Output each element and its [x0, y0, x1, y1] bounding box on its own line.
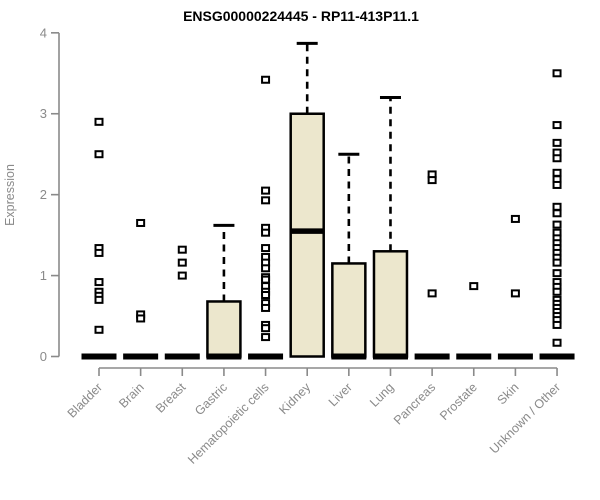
- outlier-point-bladder: [94, 150, 104, 159]
- outlier-point-breast: [177, 258, 187, 267]
- category-label-unknown-other: Unknown / Other: [487, 380, 563, 456]
- outlier-point-hematopoietic-cells: [261, 244, 271, 253]
- outlier-point-unknown-other: [552, 320, 562, 329]
- box-gastric: [206, 300, 242, 358]
- category-label-liver: Liver: [326, 380, 355, 409]
- outlier-point-unknown-other: [552, 154, 562, 163]
- outlier-point-pancreas: [427, 176, 437, 185]
- outlier-point-unknown-other: [552, 180, 562, 189]
- outlier-point-hematopoietic-cells: [261, 228, 271, 237]
- plot-area: 0 1 2 3 4 Bladder Brain Breast GastricHematopoie…: [40, 25, 575, 467]
- collapsed-box-bladder: [81, 353, 117, 360]
- outlier-point-skin: [510, 289, 520, 298]
- category-label-pancreas: Pancreas: [391, 380, 438, 427]
- collapsed-box-prostate: [456, 353, 492, 360]
- box-liver: [331, 262, 367, 358]
- median-lung: [372, 353, 408, 360]
- outlier-point-unknown-other: [552, 338, 562, 347]
- outlier-point-breast: [177, 271, 187, 280]
- collapsed-box-breast: [164, 353, 200, 360]
- outlier-point-unknown-other: [552, 209, 562, 218]
- outlier-point-brain: [136, 314, 146, 323]
- y-tick-label-4: 4: [40, 25, 47, 40]
- outlier-point-unknown-other: [552, 202, 562, 211]
- outlier-point-brain: [136, 218, 146, 227]
- category-label-skin: Skin: [494, 380, 521, 407]
- outlier-point-hematopoietic-cells: [261, 333, 271, 342]
- y-tick-label-1: 1: [40, 268, 47, 283]
- outlier-point-bladder: [94, 117, 104, 126]
- collapsed-box-skin: [497, 353, 533, 360]
- outlier-point-bladder: [94, 278, 104, 287]
- collapsed-box-hematopoietic-cells: [248, 353, 284, 360]
- outlier-point-hematopoietic-cells: [261, 75, 271, 84]
- box-lung: [372, 250, 409, 358]
- outlier-point-hematopoietic-cells: [261, 303, 271, 312]
- outlier-point-bladder: [94, 295, 104, 304]
- category-label-bladder: Bladder: [65, 380, 105, 420]
- outlier-point-unknown-other: [552, 69, 562, 78]
- category-label-kidney: Kidney: [276, 380, 313, 417]
- category-label-brain: Brain: [116, 380, 147, 411]
- outlier-point-unknown-other: [552, 258, 562, 267]
- collapsed-box-unknown-other: [539, 353, 575, 360]
- outlier-point-hematopoietic-cells: [261, 291, 271, 300]
- y-tick-label-2: 2: [40, 187, 47, 202]
- category-label-gastric: Gastric: [192, 380, 230, 418]
- collapsed-box-brain: [123, 353, 159, 360]
- outlier-point-unknown-other: [552, 121, 562, 130]
- category-label-breast: Breast: [153, 380, 189, 416]
- outlier-point-unknown-other: [552, 269, 562, 278]
- outlier-point-hematopoietic-cells: [261, 186, 271, 195]
- outlier-point-unknown-other: [552, 138, 562, 147]
- box-kidney: [289, 112, 325, 358]
- category-label-prostate: Prostate: [437, 380, 480, 423]
- outlier-point-hematopoietic-cells: [261, 324, 271, 333]
- y-tick-label-0: 0: [40, 349, 47, 364]
- outlier-point-bladder: [94, 325, 104, 334]
- y-axis-title: Expression: [3, 164, 17, 226]
- median-liver: [331, 353, 367, 360]
- outlier-point-bladder: [94, 248, 104, 257]
- chart-title: ENSG00000224445 - RP11-413P11.1: [183, 8, 419, 24]
- collapsed-box-pancreas: [414, 353, 450, 360]
- y-tick-label-3: 3: [40, 106, 47, 121]
- outlier-point-hematopoietic-cells: [261, 264, 271, 273]
- outlier-point-pancreas: [427, 289, 437, 298]
- median-gastric: [206, 353, 242, 360]
- category-label-lung: Lung: [367, 380, 397, 410]
- outlier-point-skin: [510, 214, 520, 223]
- outlier-point-unknown-other: [552, 168, 562, 177]
- outlier-point-hematopoietic-cells: [261, 275, 271, 284]
- category-label-hematopoietic-cells: Hematopoietic cells: [185, 380, 272, 467]
- outlier-point-unknown-other: [552, 220, 562, 229]
- outlier-point-hematopoietic-cells: [261, 196, 271, 205]
- outlier-point-unknown-other: [552, 287, 562, 296]
- outlier-point-prostate: [469, 282, 479, 291]
- outlier-point-breast: [177, 245, 187, 254]
